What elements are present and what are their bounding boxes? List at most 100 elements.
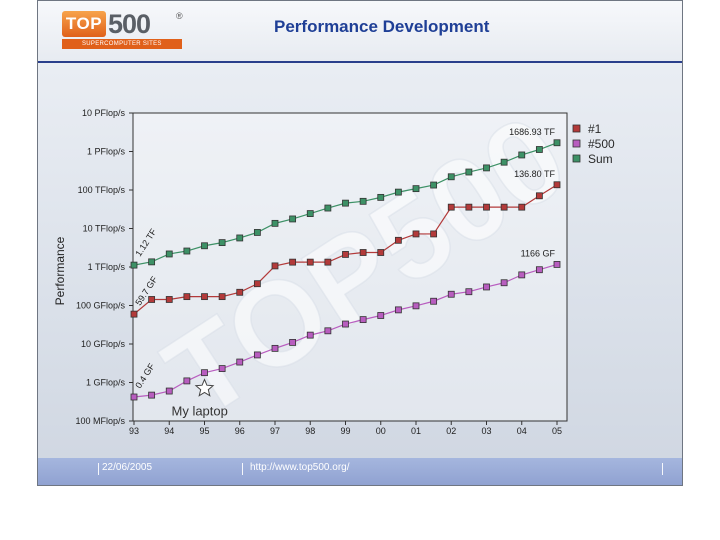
data-point-num500 (289, 339, 297, 346)
data-point-sum (447, 173, 455, 181)
y-tick-label: 100 MFlop/s (75, 416, 125, 426)
data-point-num500 (324, 327, 332, 335)
data-point-num1 (130, 310, 138, 318)
y-tick-label: 1 GFlop/s (86, 378, 126, 388)
data-point-num1 (394, 236, 402, 244)
x-tick-label: 93 (129, 426, 139, 436)
data-point-sum (412, 185, 420, 193)
data-point-num500 (553, 261, 561, 268)
endpoint-label-num500: 1166 GF (521, 248, 556, 258)
x-tick-label: 98 (305, 426, 315, 436)
data-point-num500 (377, 312, 385, 319)
x-tick-label: 97 (270, 426, 280, 436)
footer-bar: 22/06/2005 http://www.top500.org/ (38, 458, 682, 485)
logo-badge: TOP (62, 11, 106, 37)
data-point-num500 (465, 288, 473, 296)
data-point-num500 (342, 320, 349, 328)
data-point-sum (342, 199, 349, 207)
data-point-num500 (306, 331, 314, 339)
data-point-num500 (500, 279, 508, 287)
laptop-label: My laptop (172, 403, 228, 418)
data-point-num500 (183, 377, 191, 385)
data-point-num500 (412, 302, 420, 310)
data-point-num1 (183, 293, 191, 301)
data-point-sum (218, 239, 226, 247)
x-tick-label: 94 (164, 426, 174, 436)
legend-label-num1: #1 (588, 122, 602, 136)
data-point-num500 (394, 306, 402, 314)
x-tick-label: 95 (199, 426, 209, 436)
logo-number: 500 (108, 9, 151, 39)
y-tick-label: 10 PFlop/s (82, 108, 126, 118)
data-point-sum (306, 210, 314, 217)
header-divider (38, 61, 682, 63)
y-tick-label: 100 TFlop/s (78, 185, 126, 195)
data-point-num500 (271, 344, 279, 352)
data-point-num1 (553, 181, 561, 189)
legend-swatch-num500 (572, 139, 581, 148)
data-point-sum (201, 242, 208, 250)
x-tick-label: 04 (517, 426, 527, 436)
data-point-sum (236, 234, 244, 242)
data-point-num1 (535, 192, 543, 200)
data-point-num1 (253, 280, 261, 288)
y-axis-label: Performance (53, 236, 67, 305)
data-point-sum (394, 188, 402, 196)
x-tick-label: 99 (340, 426, 350, 436)
endpoint-label-num1: 136.80 TF (514, 169, 555, 179)
data-point-sum (148, 258, 156, 266)
data-point-num1 (236, 288, 244, 296)
data-point-sum (253, 229, 261, 236)
footer-date: 22/06/2005 (102, 462, 153, 473)
page-title: Performance Development (274, 17, 490, 36)
data-point-num1 (412, 230, 420, 238)
data-point-sum (183, 247, 191, 255)
header-bar: TOP 500 ® SUPERCOMPUTER SITES Performanc… (38, 1, 682, 61)
footer-url[interactable]: http://www.top500.org/ (250, 462, 350, 473)
data-point-num500 (253, 351, 261, 359)
data-point-num1 (289, 258, 297, 266)
registered-mark: ® (176, 11, 183, 21)
data-point-sum (430, 181, 438, 189)
footer-divider (242, 463, 243, 475)
data-point-num500 (148, 391, 156, 399)
data-point-num500 (359, 316, 367, 324)
x-tick-label: 05 (552, 426, 562, 436)
data-point-num1 (465, 203, 473, 211)
series-group (130, 139, 561, 401)
data-point-num1 (500, 203, 508, 211)
x-tick-label: 96 (235, 426, 245, 436)
x-tick-label: 01 (411, 426, 421, 436)
data-point-num500 (518, 271, 526, 279)
data-point-num1 (430, 230, 438, 238)
data-point-num1 (377, 249, 385, 256)
data-point-num1 (447, 203, 455, 211)
data-point-num1 (148, 296, 156, 303)
data-point-sum (165, 250, 173, 258)
x-tick-label: 03 (481, 426, 491, 436)
data-point-sum (465, 168, 473, 176)
data-point-sum (518, 151, 526, 159)
x-tick-label: 00 (376, 426, 386, 436)
legend-label-sum: Sum (588, 152, 613, 166)
data-point-sum (483, 164, 490, 172)
data-point-num500 (130, 393, 138, 401)
top500-logo: TOP 500 ® SUPERCOMPUTER SITES (62, 9, 192, 49)
x-axis-ticks: 93 94 95 96 97 98 99 00 01 02 03 04 05 (129, 426, 562, 436)
data-point-sum (271, 219, 279, 227)
data-point-sum (289, 215, 297, 223)
data-point-sum (500, 158, 508, 166)
y-axis-ticks: 10 PFlop/s 1 PFlop/s 100 TFlop/s 10 TFlop/s… (75, 108, 125, 426)
y-tick-label: 10 TFlop/s (83, 224, 126, 234)
data-point-num500 (165, 387, 173, 395)
data-point-num500 (236, 358, 244, 366)
data-point-num1 (306, 258, 314, 266)
laptop-marker: My laptop (172, 378, 228, 418)
data-point-num500 (535, 266, 543, 274)
data-point-sum (535, 146, 543, 153)
footer-divider (662, 463, 663, 475)
data-point-num1 (359, 249, 367, 256)
data-point-sum (324, 204, 332, 212)
